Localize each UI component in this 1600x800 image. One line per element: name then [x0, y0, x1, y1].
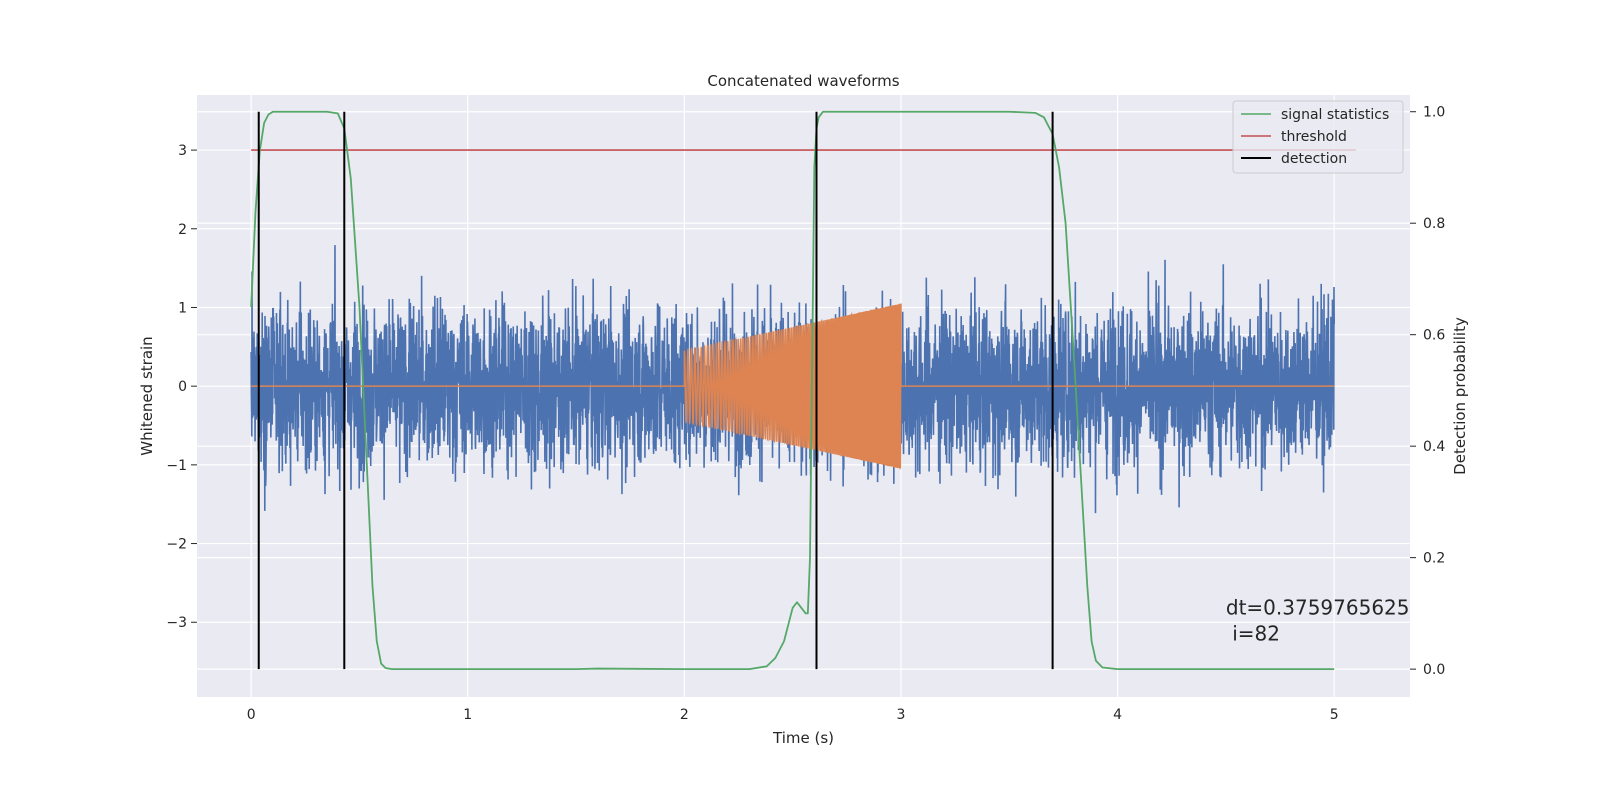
x-tick-label: 5: [1330, 707, 1339, 723]
x-tick-label: 3: [897, 707, 906, 723]
y-right-tick-label: 0.6: [1423, 328, 1445, 344]
y-left-tick-label: 3: [178, 143, 187, 159]
legend-box: [1232, 100, 1404, 174]
y-left-tick-label: 2: [178, 222, 187, 238]
x-tick-label: 1: [463, 707, 472, 723]
legend-label-signal-statistics: signal statistics: [1281, 107, 1389, 123]
annotation-i: i=82: [1226, 621, 1280, 645]
y-left-tick-label: −2: [166, 537, 187, 553]
legend-label-threshold: threshold: [1281, 129, 1347, 145]
y-left-tick-label: −3: [166, 615, 187, 631]
annotation-dt: dt=0.3759765625: [1226, 595, 1410, 619]
y-left-tick-label: −1: [166, 458, 187, 474]
series-signal-statistics-line: [250, 110, 1335, 671]
tick-labels: 0 1 2 3 4 5 −3 −2 −1 0 1 2 3 0.0 0.2 0.4 0.6 0.8 1.0: [166, 105, 1445, 723]
series-chirp-line: [251, 303, 1335, 470]
legend: signal statistics threshold detection: [1232, 100, 1404, 174]
x-tick-label: 4: [1113, 707, 1122, 723]
y-right-tick-label: 0.2: [1423, 551, 1445, 567]
y-axis-label-left: Whitened strain: [138, 336, 156, 455]
y-left-tick-label: 1: [178, 300, 187, 316]
legend-label-detection: detection: [1281, 151, 1347, 167]
y-right-tick-label: 0.8: [1423, 216, 1445, 232]
y-left-tick-label: 0: [178, 379, 187, 395]
x-axis-label: Time (s): [772, 729, 834, 747]
y-right-tick-label: 0.4: [1423, 439, 1445, 455]
y-axis-label-right: Detection probability: [1451, 317, 1469, 475]
chart-title: Concatenated waveforms: [707, 72, 899, 90]
y-right-tick-label: 0.0: [1423, 662, 1445, 678]
data-layer: [250, 110, 1356, 671]
x-tick-label: 2: [680, 707, 689, 723]
y-right-tick-label: 1.0: [1423, 105, 1445, 121]
x-tick-label: 0: [247, 707, 256, 723]
